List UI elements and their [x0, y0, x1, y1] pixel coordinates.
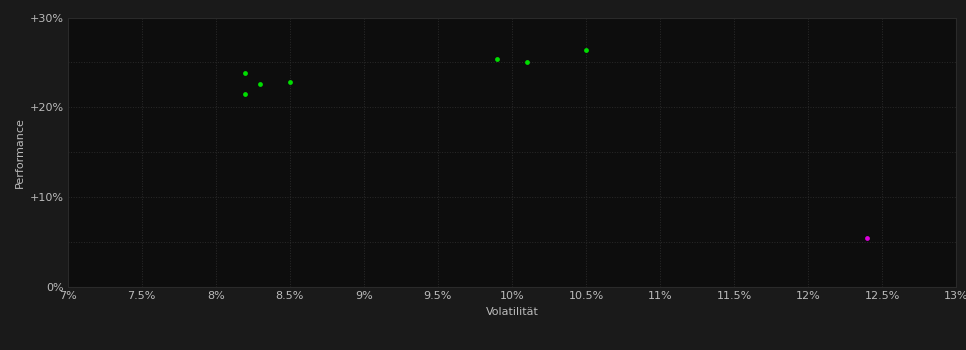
Point: [282, 79, 298, 85]
Y-axis label: Performance: Performance: [15, 117, 25, 188]
Point: [238, 91, 253, 97]
Point: [860, 235, 875, 240]
Point: [490, 56, 505, 62]
Point: [519, 59, 534, 64]
X-axis label: Volatilität: Volatilität: [486, 307, 538, 317]
Point: [579, 47, 594, 52]
Point: [252, 81, 268, 87]
Point: [238, 70, 253, 76]
